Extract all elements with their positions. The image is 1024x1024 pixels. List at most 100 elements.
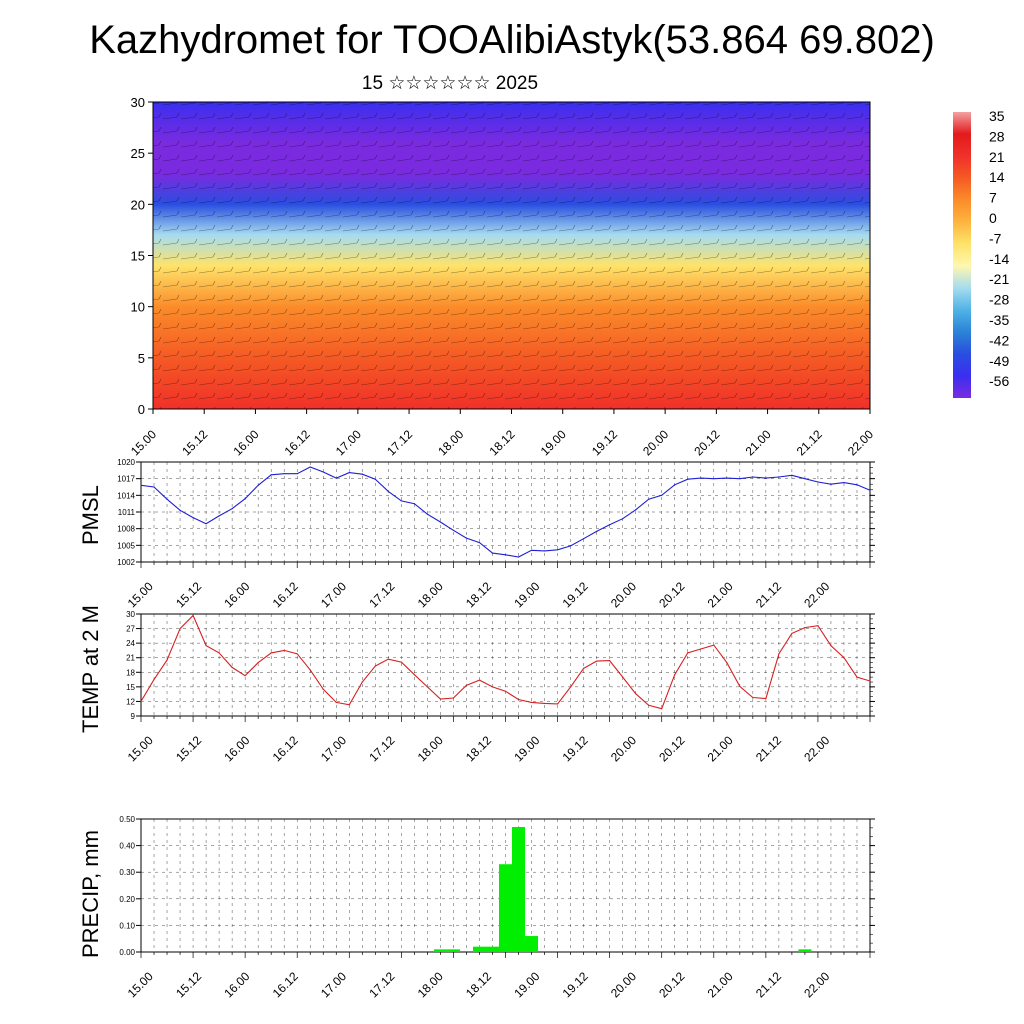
pmsl-point xyxy=(283,473,285,475)
y-tick-label: 0.00 xyxy=(119,948,135,957)
y-tick-label: 25 xyxy=(131,146,145,161)
temp2m-point xyxy=(153,678,155,681)
temp2m-point xyxy=(244,675,246,677)
y-tick-label: 0.10 xyxy=(119,921,135,930)
x-tick-label: 17.12 xyxy=(366,969,397,1000)
pmsl-point xyxy=(791,474,793,476)
precip-bar xyxy=(498,864,513,952)
colorbar-label: -14 xyxy=(989,251,1009,267)
y-tick-label: 5 xyxy=(138,351,145,366)
pmsl-point xyxy=(491,552,494,554)
x-tick-label: 18.12 xyxy=(463,969,494,1000)
x-tick-label: 15.00 xyxy=(125,969,156,1000)
y-tick-label: 1011 xyxy=(118,508,136,517)
x-tick-label: 22.00 xyxy=(845,427,876,458)
x-tick-label: 18.00 xyxy=(415,579,446,610)
temp2m-point xyxy=(491,686,494,688)
y-tick-label: 0 xyxy=(138,402,145,417)
temp2m-point xyxy=(804,627,806,629)
precip-bar xyxy=(525,936,539,952)
x-tick-label: 16.12 xyxy=(282,427,313,458)
colorbar-label: -35 xyxy=(989,312,1009,328)
x-tick-label: 19.00 xyxy=(538,427,569,458)
colorbar-label: 35 xyxy=(989,108,1005,124)
y-tick-label: 27 xyxy=(126,625,135,634)
temp2m-point xyxy=(791,632,793,635)
temp2m-point xyxy=(726,661,728,664)
x-tick-label: 19.00 xyxy=(511,579,542,610)
temp2m-point xyxy=(856,676,858,678)
x-tick-label: 19.00 xyxy=(511,733,542,764)
temp2m-point xyxy=(648,704,650,706)
x-tick-label: 16.00 xyxy=(221,579,252,610)
pmsl-point xyxy=(778,476,780,478)
y-tick-label: 15 xyxy=(131,249,145,264)
pmsl-point xyxy=(231,508,233,510)
temp2m-point xyxy=(622,676,624,678)
y-tick-label: 30 xyxy=(131,95,145,110)
x-tick-label: 20.12 xyxy=(656,733,687,764)
x-tick-label: 18.00 xyxy=(435,427,466,458)
x-tick-label: 20.00 xyxy=(608,579,639,610)
temp2m-point xyxy=(413,674,415,676)
page-title: Kazhydromet for TOOAlibiAstyk(53.864 69.… xyxy=(89,18,935,62)
pmsl-point xyxy=(609,524,611,526)
temp2m-point xyxy=(596,660,598,662)
x-tick-label: 19.12 xyxy=(560,733,591,764)
temp2m-point xyxy=(869,680,871,682)
x-tick-label: 21.12 xyxy=(753,733,784,764)
pmsl-point xyxy=(192,516,194,519)
y-tick-label: 1008 xyxy=(117,525,135,534)
temp2m-point xyxy=(687,652,689,654)
colorbar-label: 7 xyxy=(989,190,997,206)
x-tick-label: 19.12 xyxy=(560,969,591,1000)
temp2m-point xyxy=(218,652,220,654)
pmsl-point xyxy=(153,486,155,488)
pmsl-point xyxy=(205,523,207,525)
wind-barbs xyxy=(153,102,870,409)
temp2m-point xyxy=(752,696,754,699)
temp2m-point xyxy=(439,698,442,700)
y-tick-label: 0.30 xyxy=(119,868,135,877)
x-tick-label: 15.00 xyxy=(128,427,159,458)
x-tick-label: 22.00 xyxy=(801,733,832,764)
x-tick-label: 18.12 xyxy=(486,427,517,458)
temp2m-point xyxy=(426,686,428,688)
x-tick-label: 15.12 xyxy=(179,427,210,458)
colorbar-label: 21 xyxy=(989,149,1005,165)
x-tick-label: 22.00 xyxy=(801,579,832,610)
temp2m-point xyxy=(765,697,767,700)
pmsl-point xyxy=(296,473,298,475)
colorbar-label: 28 xyxy=(989,128,1005,144)
pmsl-point xyxy=(374,478,376,480)
y-tick-label: 1020 xyxy=(117,458,135,467)
temp2m-point xyxy=(361,681,363,683)
pmsl-point xyxy=(583,538,585,540)
x-tick-label: 16.12 xyxy=(270,733,301,764)
y-tick-label: 10 xyxy=(131,300,145,315)
pmsl-point xyxy=(244,498,246,500)
pmsl-point xyxy=(674,484,676,486)
y-tick-label: 18 xyxy=(126,668,135,677)
pmsl-point xyxy=(348,471,350,474)
y-tick-label: 1005 xyxy=(117,541,135,550)
pmsl-point xyxy=(387,490,389,493)
pmsl-point xyxy=(830,483,832,485)
temp2m-point xyxy=(817,625,819,627)
temp2m-point xyxy=(465,684,468,687)
x-tick-label: 17.00 xyxy=(318,969,349,1000)
temp2m-point xyxy=(635,693,637,695)
temp2m-point xyxy=(583,667,585,670)
temp2m-point xyxy=(270,652,272,654)
x-tick-label: 20.00 xyxy=(640,427,671,458)
pmsl-point xyxy=(218,515,220,517)
x-tick-label: 21.12 xyxy=(753,579,784,610)
pmsl-point xyxy=(752,476,754,478)
x-tick-label: 16.12 xyxy=(270,579,301,610)
temp2m-point xyxy=(569,686,572,688)
temp2m-point xyxy=(556,703,559,705)
pmsl-point xyxy=(452,529,455,531)
y-tick-label: 15 xyxy=(126,683,135,692)
pmsl-point xyxy=(140,484,142,486)
pmsl-point xyxy=(257,484,259,486)
